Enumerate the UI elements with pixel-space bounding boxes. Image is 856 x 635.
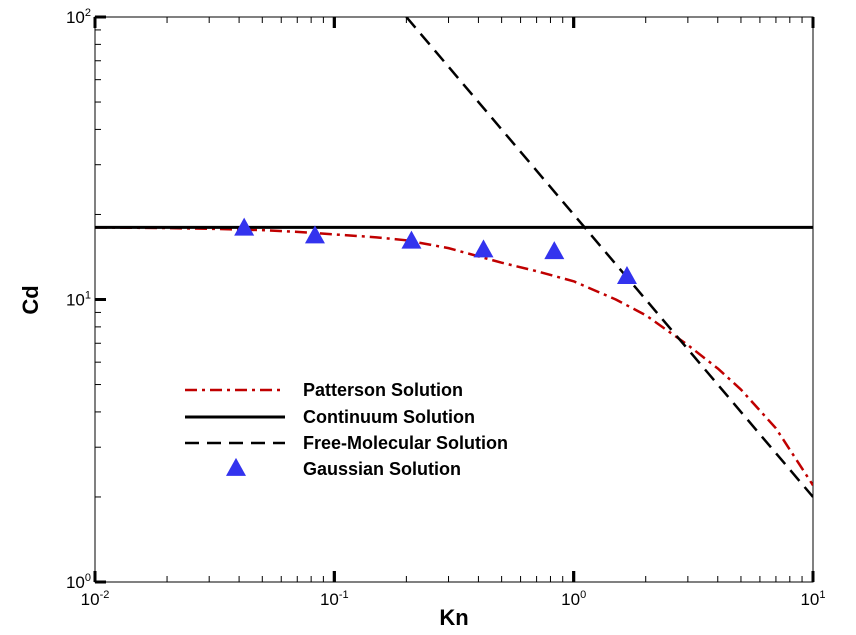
x-tick-label-exp: 1 (819, 589, 825, 601)
x-tick-label: 101 (800, 589, 825, 609)
x-tick-label-base: 10 (81, 590, 100, 609)
legend-marker (226, 457, 246, 476)
x-axis-title: Kn (439, 605, 468, 630)
y-tick-label-base: 10 (66, 8, 85, 27)
legend-item: Patterson Solution (185, 380, 463, 400)
y-tick-label-base: 10 (66, 291, 85, 310)
y-tick-label-exp: 2 (85, 7, 91, 19)
x-tick-label-base: 10 (561, 590, 580, 609)
x-tick-label-exp: 0 (580, 589, 586, 601)
x-tick-label-base: 10 (320, 590, 339, 609)
plot-area (94, 16, 814, 583)
series-layer (95, 17, 813, 498)
x-tick-label: 100 (561, 589, 586, 609)
x-tick-label-exp: -1 (339, 589, 349, 601)
x-tick-label-base: 10 (800, 590, 819, 609)
gaussian-marker (401, 230, 422, 249)
gaussian-marker (304, 225, 325, 244)
gaussian-marker (544, 241, 565, 260)
series-dashed (405, 17, 813, 498)
ticks-layer (93, 15, 815, 584)
x-tick-label-exp: -2 (100, 589, 110, 601)
legend-label: Continuum Solution (303, 407, 475, 427)
y-tick-label: 102 (66, 7, 91, 27)
legend-item: Gaussian Solution (226, 457, 461, 479)
gaussian-marker (616, 265, 637, 284)
y-tick-label-exp: 1 (85, 290, 91, 302)
legend-label: Gaussian Solution (303, 459, 461, 479)
legend-label: Free-Molecular Solution (303, 433, 508, 453)
legend: Patterson Solution Continuum Solution Free… (185, 380, 508, 479)
y-axis-title: Cd (18, 285, 43, 314)
series-dash-dot (95, 226, 813, 486)
y-tick-label: 101 (66, 290, 91, 310)
y-tick-label-base: 10 (66, 573, 85, 592)
x-tick-label: 10-2 (81, 589, 110, 609)
series-line (95, 226, 813, 486)
y-tick-label-exp: 0 (85, 572, 91, 584)
x-tick-label: 10-1 (320, 589, 349, 609)
gaussian-marker (234, 217, 255, 236)
legend-item: Continuum Solution (185, 407, 475, 427)
legend-label: Patterson Solution (303, 380, 463, 400)
series-line (405, 17, 813, 498)
series-markers (234, 217, 637, 284)
y-tick-label: 100 (66, 572, 91, 592)
gaussian-marker (473, 239, 494, 258)
legend-item: Free-Molecular Solution (185, 433, 508, 453)
